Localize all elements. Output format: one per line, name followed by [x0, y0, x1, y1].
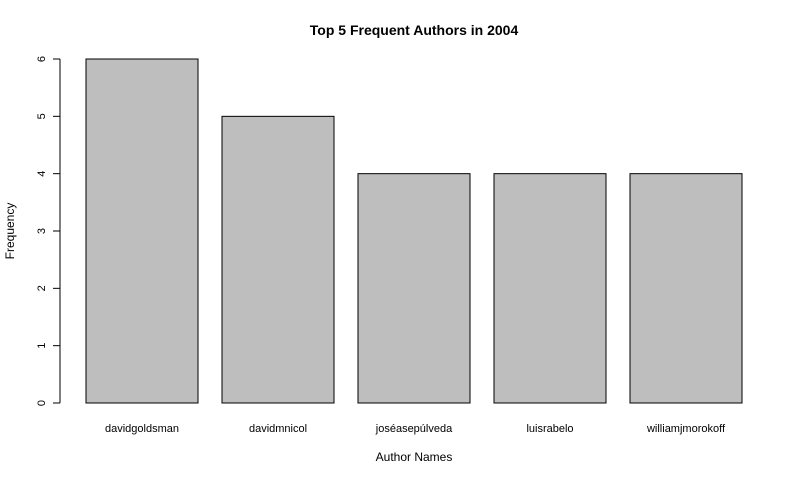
y-tick-label: 0 — [36, 400, 48, 406]
x-tick-label: davidmnicol — [249, 423, 307, 435]
x-tick-label: luisrabelo — [526, 423, 573, 435]
bar — [221, 115, 335, 404]
y-tick-label: 2 — [36, 285, 48, 291]
chart-title: Top 5 Frequent Authors in 2004 — [310, 22, 519, 38]
x-tick-labels: davidgoldsman davidmnicol joséasepúlveda lu… — [105, 423, 726, 435]
x-tick-label: williamjmorokoff — [646, 423, 726, 435]
y-tick-label: 3 — [36, 228, 48, 234]
y-axis: 0 1 2 3 4 5 6 — [36, 56, 61, 406]
bar — [493, 173, 607, 404]
y-axis-label: Frequency — [3, 203, 17, 260]
bar — [85, 58, 199, 404]
bars-group — [85, 58, 743, 404]
bar — [629, 173, 743, 404]
x-axis-label: Author Names — [376, 450, 453, 464]
y-tick-label: 4 — [36, 171, 48, 177]
y-tick-label: 5 — [36, 113, 48, 119]
y-tick-label: 6 — [36, 56, 48, 62]
y-tick-label: 1 — [36, 343, 48, 349]
x-tick-label: davidgoldsman — [105, 423, 179, 435]
x-tick-label: joséasepúlveda — [375, 423, 453, 435]
bar — [357, 173, 471, 404]
